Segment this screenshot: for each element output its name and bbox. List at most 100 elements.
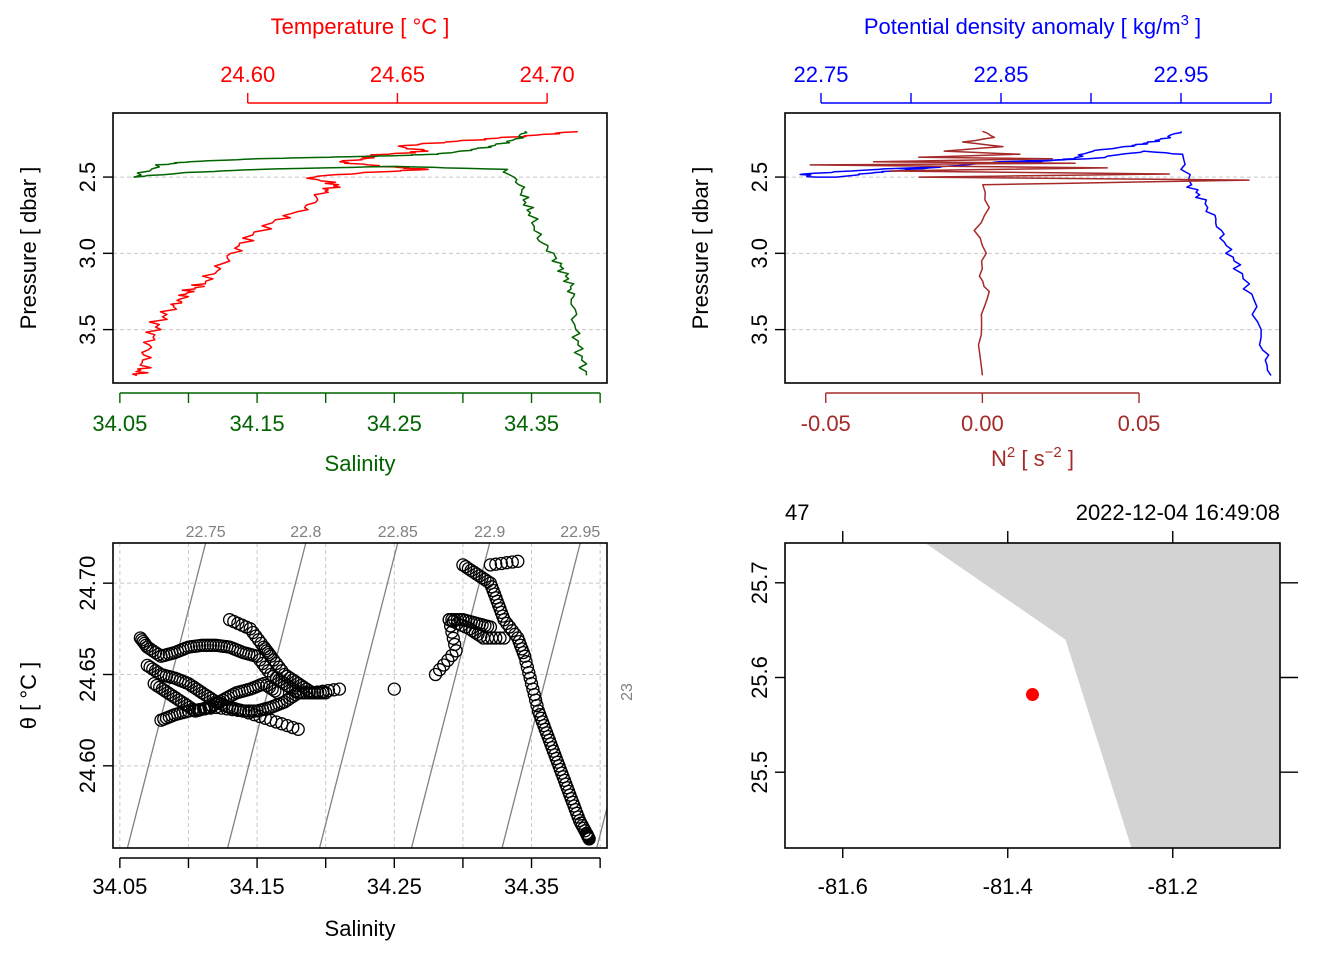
ts-contents [126,543,607,848]
salinity-tick-label: 34.05 [92,411,147,436]
ts-point [291,722,305,736]
ts-point [321,683,336,698]
n2-tick-label: -0.05 [801,411,851,436]
ts-point [441,653,455,667]
temperature-axis-title: Temperature [ °C ] [271,14,450,39]
salinity-tick-label: 34.35 [504,874,559,899]
profile-ts-panel: 34.05 34.15 34.25 34.35 Salinity 24.60 24.65 24… [16,14,608,476]
n2-tick-label: 0.00 [961,411,1004,436]
salinity-axis-title: Salinity [325,451,396,476]
ts-point [268,684,282,698]
ts-point [474,629,488,643]
pressure-axis-title: Pressure [ dbar ] [16,167,41,330]
pressure-tick-label: 2.5 [747,162,772,193]
density-profile-line [799,131,1272,376]
longitude-tick-label: -81.6 [818,874,868,899]
theta-tick-label: 24.60 [75,738,100,793]
longitude-tick-label: -81.4 [983,874,1033,899]
ts-point [483,558,498,572]
ts-point [214,701,229,715]
ts-point [387,682,401,696]
pressure-axis-title: Pressure [ dbar ] [688,167,713,330]
ts-point [489,557,503,571]
isopycnal-label: 22.8 [290,524,321,541]
salinity-tick-label: 34.15 [230,874,285,899]
isopycnal-line [318,543,399,848]
theta-tick-label: 24.70 [75,556,100,611]
pressure-tick-label: 3.0 [747,238,772,269]
ts-point [198,702,212,716]
isopycnal-label: 23 [619,683,636,701]
latitude-tick-label: 25.5 [747,751,772,794]
pressure-tick-label: 3.5 [747,314,772,345]
n2-profile-line [809,130,1250,376]
ts-point [505,555,519,569]
density-tick-label: 22.95 [1153,62,1208,87]
pressure-tick-label: 3.5 [75,314,100,345]
station-map-panel: -81.6 -81.4 -81.2 25.5 25.6 25.7 47 2022-12-04 … [747,500,1298,899]
n2-axis-title: N2 [ s−2 ] [991,444,1074,471]
density-tick-label: 22.75 [793,62,848,87]
ts-point [530,698,544,713]
salinity-tick-label: 34.05 [92,874,147,899]
isopycnal-label: 22.9 [474,524,505,541]
ts-point [302,684,316,698]
ts-point [271,686,285,700]
salinity-axis-title: Salinity [325,916,396,941]
ts-point [494,556,508,571]
pressure-tick-label: 2.5 [75,162,100,193]
plot-frame [112,112,608,384]
ts-point [181,704,196,718]
ts-point [316,684,330,698]
ts-point [500,556,514,570]
plot-frame [112,542,608,849]
salinity-profile-line [133,130,588,376]
ts-point [319,686,333,700]
ts-point [428,667,443,682]
temperature-tick-label: 24.70 [520,62,575,87]
isopycnal-line [596,805,607,848]
station-number-label: 47 [785,500,809,525]
plot-frame [784,112,1281,384]
plot-frame [784,542,1281,849]
ts-point [225,702,240,717]
temperature-tick-label: 24.60 [220,62,275,87]
ts-point [493,631,507,645]
density-axis-title: Potential density anomaly [ kg/m3 ] [864,12,1201,39]
ts-point [582,832,596,846]
ts-point [332,682,347,696]
isopycnal-label: 22.85 [378,524,418,541]
ts-point [192,702,207,717]
ts-point [203,701,218,715]
theta-tick-label: 24.65 [75,647,100,702]
latitude-tick-label: 25.6 [747,656,772,699]
profile-density-lines [799,130,1272,376]
isopycnal-label: 22.75 [186,524,226,541]
salinity-tick-label: 34.25 [367,411,422,436]
ts-point [511,554,525,568]
ts-point [489,631,503,645]
ts-point [449,644,463,658]
profile-ts-lines [131,130,588,377]
isopycnal-label: 22.95 [560,524,600,541]
profile-density-panel: -0.05 0.00 0.05 N2 [ s−2 ] 22.75 22.85 22.95 Po… [688,12,1281,471]
salinity-tick-label: 34.25 [367,874,422,899]
latitude-tick-label: 25.7 [747,561,772,604]
ts-point [305,686,319,700]
temperature-tick-label: 24.65 [370,62,425,87]
ts-point [327,683,341,697]
isopycnal-line [501,543,581,848]
ts-point [437,658,451,672]
density-tick-label: 22.85 [973,62,1028,87]
map-contents [925,543,1280,848]
ts-point [432,663,447,677]
theta-axis-title: θ [ °C ] [16,662,41,729]
station-marker [1026,688,1039,702]
salinity-tick-label: 34.15 [230,411,285,436]
ts-point [508,627,522,641]
isopycnal-line [410,543,491,848]
salinity-tick-label: 34.35 [504,411,559,436]
station-datetime-label: 2022-12-04 16:49:08 [1076,500,1280,525]
pressure-tick-label: 3.0 [75,238,100,269]
